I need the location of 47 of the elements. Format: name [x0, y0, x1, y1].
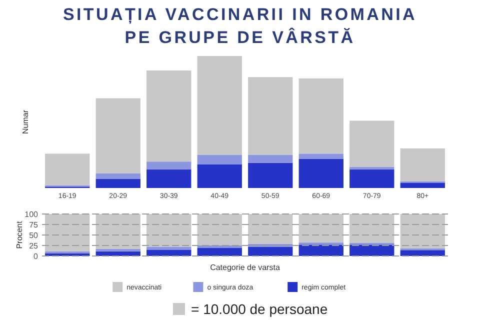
y-axis-title: Numar: [21, 110, 30, 134]
bar: [197, 164, 242, 188]
bar: [96, 98, 140, 174]
bar: [248, 246, 293, 256]
y-tick-label: 75: [29, 220, 39, 230]
chart-title: SITUAȚIA VACCINARII IN ROMANIA PE GRUPE DE VÂRSTĂ: [62, 5, 418, 47]
bar: [298, 214, 344, 243]
bar: [350, 244, 394, 256]
bar: [197, 56, 242, 155]
bar: [96, 178, 140, 188]
bar: [350, 170, 394, 188]
bar: [400, 250, 445, 256]
bar: [298, 78, 344, 154]
bar: [146, 162, 192, 170]
y-tick-label: 0: [34, 252, 39, 261]
bar: [248, 77, 293, 155]
bar: [146, 170, 192, 188]
bar: [248, 162, 293, 188]
y-axis-title: Procent: [15, 220, 24, 249]
bar: [298, 154, 344, 159]
bar: [197, 155, 242, 164]
bar: [248, 155, 293, 163]
y-tick-label: 50: [29, 230, 39, 240]
bar: [350, 214, 394, 243]
bar: [96, 173, 140, 179]
bar: [146, 250, 192, 256]
bar: [350, 166, 394, 170]
bar: [96, 251, 140, 256]
y-tick-label: 25: [29, 241, 39, 250]
bar: [146, 70, 192, 162]
y-tick-label: 100: [24, 210, 39, 219]
bar: [400, 214, 445, 248]
x-axis-title: Categorie de varsta: [210, 263, 280, 272]
bar: [248, 214, 293, 244]
bar: [400, 148, 445, 182]
bar: [96, 248, 140, 252]
bar: [96, 214, 140, 249]
text: = 10.000 de persoane: [191, 300, 328, 317]
bar: [400, 182, 445, 188]
bar: [197, 248, 242, 256]
bar: [45, 154, 90, 186]
bar: [146, 214, 192, 247]
bar: [197, 214, 242, 246]
bar: [350, 120, 394, 167]
bar: [298, 244, 344, 256]
bar: [298, 158, 344, 188]
bar: [45, 214, 90, 252]
